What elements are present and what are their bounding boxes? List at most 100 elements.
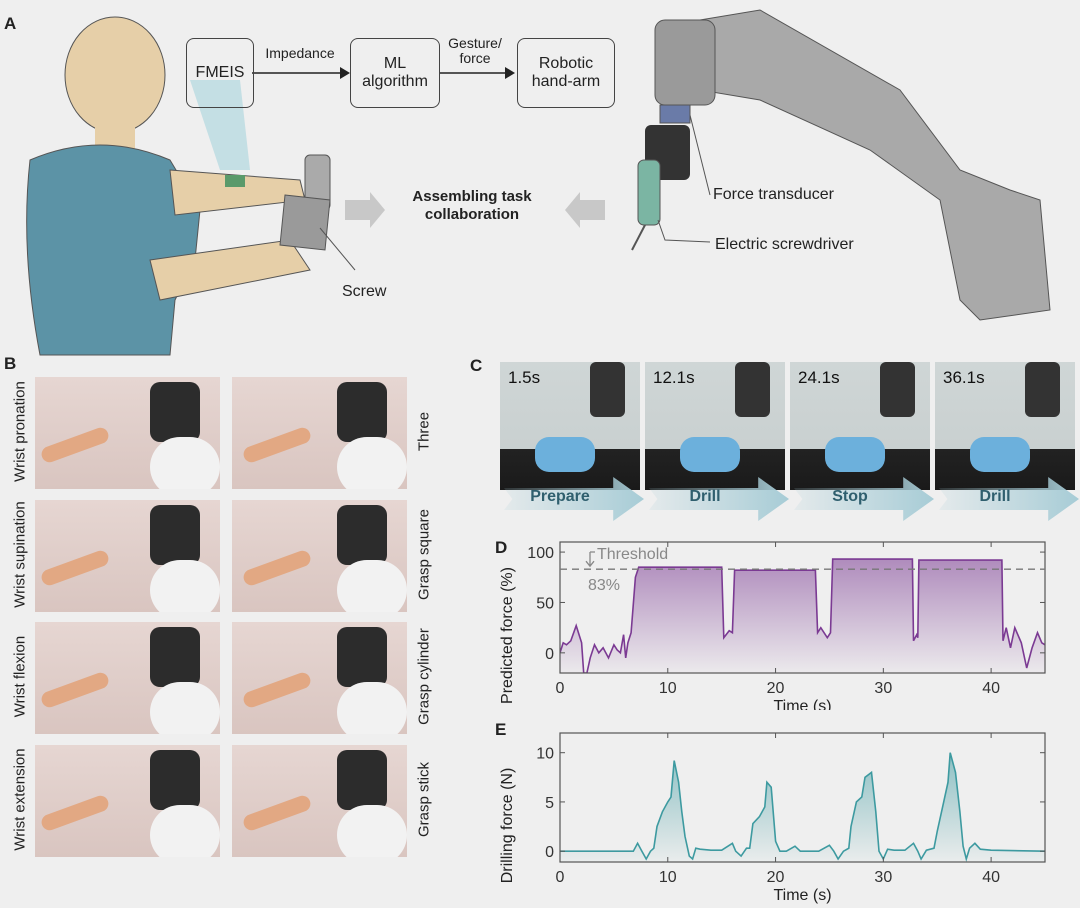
robot-arm bbox=[337, 437, 407, 489]
arrow-head-icon bbox=[505, 67, 515, 79]
screwdriver-leader bbox=[657, 219, 711, 243]
robotic-hand bbox=[150, 382, 200, 442]
chart-d-predicted-force: 0 10 20 30 40 0 50 100 Time (s) Predicted force (… bbox=[499, 541, 1046, 710]
gesture-photo bbox=[232, 745, 407, 857]
robot-arm bbox=[699, 9, 1051, 321]
electric-screwdriver bbox=[637, 159, 661, 226]
series-line bbox=[560, 558, 1045, 673]
phase-label: Drill bbox=[689, 488, 721, 505]
y-tick-label: 50 bbox=[536, 595, 554, 612]
robotic-hand bbox=[150, 505, 200, 565]
robotic-hand bbox=[337, 750, 387, 810]
gesture-photo bbox=[35, 377, 220, 489]
gesture-label: Wrist flexion bbox=[11, 635, 29, 718]
x-tick-label: 10 bbox=[659, 680, 677, 697]
y-axis-label: Predicted force (%) bbox=[499, 567, 516, 704]
robotic-hand bbox=[337, 627, 387, 687]
screw-label: Screw bbox=[342, 283, 387, 300]
gloved-hand bbox=[825, 437, 885, 472]
phase-label: Prepare bbox=[530, 488, 590, 505]
frame-photo: 24.1s bbox=[790, 362, 930, 490]
screwdriver-label: Electric screwdriver bbox=[715, 236, 854, 253]
human-hand bbox=[39, 793, 111, 833]
gesture-label: Grasp cylinder bbox=[415, 628, 433, 725]
arrow-left-icon bbox=[565, 192, 605, 228]
force-transducer-leader bbox=[689, 114, 711, 196]
person-forearm bbox=[149, 239, 311, 301]
x-tick-label: 0 bbox=[556, 869, 565, 886]
frame-photo: 1.5s bbox=[500, 362, 640, 490]
x-tick-label: 0 bbox=[556, 680, 565, 697]
person-shirt bbox=[26, 144, 201, 356]
sensor-beam bbox=[190, 80, 250, 170]
edge-impedance: Impedance bbox=[265, 45, 335, 61]
robotic-hand bbox=[735, 362, 770, 417]
x-axis-label: Time (s) bbox=[773, 698, 831, 710]
frame-photo: 12.1s bbox=[645, 362, 785, 490]
flow-box-robot: Robotic hand-arm bbox=[517, 38, 615, 108]
chart-e-drilling-force: 0 10 20 30 40 0 5 10 Time (s) Drilling force (N) bbox=[499, 732, 1046, 904]
flow-label: Robotic hand-arm bbox=[531, 55, 601, 90]
threshold-label: Threshold bbox=[597, 546, 668, 563]
robot-arm bbox=[150, 437, 220, 489]
gesture-label: Wrist supination bbox=[11, 501, 29, 608]
arrow-right-icon bbox=[345, 192, 385, 228]
gloved-hand bbox=[535, 437, 595, 472]
plot-frame bbox=[559, 541, 1046, 674]
person-head bbox=[64, 16, 166, 134]
human-hand bbox=[39, 548, 111, 588]
assembling-task-label: Assembling task collaboration bbox=[412, 188, 532, 223]
human-hand bbox=[39, 425, 111, 465]
robotic-hand bbox=[590, 362, 625, 417]
robotic-hand bbox=[1025, 362, 1060, 417]
y-tick-label: 0 bbox=[545, 646, 554, 663]
robot-arm bbox=[337, 805, 407, 857]
y-tick-label: 5 bbox=[545, 795, 554, 812]
force-transducer-label: Force transducer bbox=[713, 186, 834, 203]
x-tick-label: 40 bbox=[982, 680, 1000, 697]
gloved-hand bbox=[680, 437, 740, 472]
y-tick-label: 0 bbox=[545, 844, 554, 861]
gesture-photo bbox=[232, 377, 407, 489]
assembly-part bbox=[279, 194, 331, 251]
x-tick-label: 20 bbox=[767, 869, 785, 886]
robot-arm bbox=[337, 682, 407, 734]
robotic-hand bbox=[337, 505, 387, 565]
gesture-photo bbox=[35, 745, 220, 857]
gesture-label: Grasp square bbox=[415, 509, 433, 600]
plot-frame bbox=[559, 732, 1046, 863]
gesture-label: Wrist pronation bbox=[11, 381, 29, 482]
y-axis-label: Drilling force (N) bbox=[499, 768, 516, 884]
frame-time: 36.1s bbox=[943, 368, 985, 387]
x-tick-label: 30 bbox=[874, 869, 892, 886]
threshold-value-label: 83% bbox=[588, 577, 620, 594]
flow-label: FMEIS bbox=[195, 64, 245, 81]
robot-arm bbox=[150, 805, 220, 857]
flow-box-ml: ML algorithm bbox=[350, 38, 440, 108]
phase-label: Stop bbox=[832, 488, 868, 505]
frame-photo: 36.1s bbox=[935, 362, 1075, 490]
threshold-arrow-icon bbox=[585, 551, 595, 568]
fmeis-sensor bbox=[225, 175, 245, 187]
flow-label: ML algorithm bbox=[362, 55, 428, 90]
arrow-head-icon bbox=[340, 67, 350, 79]
x-tick-label: 20 bbox=[767, 680, 785, 697]
panel-a-illustration bbox=[26, 9, 1051, 356]
screwdriver-bit bbox=[631, 224, 646, 251]
series-line bbox=[560, 752, 1045, 862]
flow-box-fmeis: FMEIS bbox=[186, 38, 254, 108]
panel-label-e: E bbox=[495, 720, 507, 739]
robot-arm bbox=[337, 560, 407, 612]
robotic-hand bbox=[880, 362, 915, 417]
robotic-hand bbox=[150, 750, 200, 810]
gesture-label: Wrist extension bbox=[11, 748, 29, 851]
robot-arm bbox=[150, 560, 220, 612]
gesture-label: Three bbox=[415, 411, 433, 452]
x-tick-label: 40 bbox=[982, 869, 1000, 886]
gloved-hand bbox=[970, 437, 1030, 472]
gesture-photo bbox=[35, 500, 220, 612]
human-hand bbox=[241, 670, 313, 710]
gesture-photo bbox=[232, 622, 407, 734]
frame-time: 12.1s bbox=[653, 368, 695, 387]
